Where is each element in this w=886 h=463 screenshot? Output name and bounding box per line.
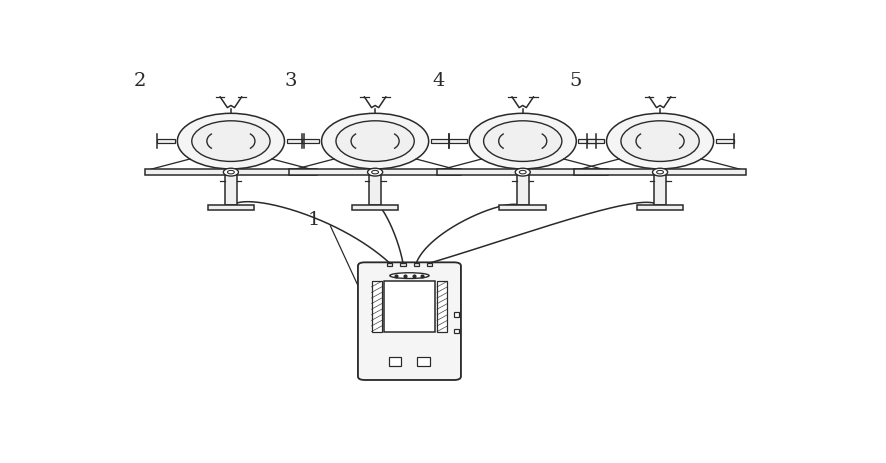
Circle shape bbox=[191, 121, 270, 162]
Bar bbox=[145, 169, 316, 175]
Bar bbox=[158, 139, 175, 143]
Bar bbox=[369, 175, 381, 205]
Text: 3: 3 bbox=[284, 71, 297, 89]
Bar bbox=[400, 263, 406, 266]
Bar bbox=[437, 169, 609, 175]
Circle shape bbox=[336, 121, 415, 162]
Circle shape bbox=[484, 121, 562, 162]
Bar bbox=[517, 175, 529, 205]
Circle shape bbox=[322, 113, 429, 169]
Bar bbox=[427, 263, 432, 266]
Bar bbox=[301, 139, 320, 143]
Circle shape bbox=[607, 113, 713, 169]
Bar bbox=[225, 175, 237, 205]
Bar bbox=[574, 169, 746, 175]
Circle shape bbox=[470, 113, 576, 169]
Text: 2: 2 bbox=[134, 71, 146, 89]
Bar bbox=[637, 205, 683, 210]
Bar bbox=[587, 139, 604, 143]
Bar bbox=[654, 175, 666, 205]
Bar bbox=[454, 312, 460, 317]
Bar bbox=[207, 205, 254, 210]
Ellipse shape bbox=[390, 273, 429, 279]
Bar bbox=[417, 357, 430, 367]
Text: 1: 1 bbox=[307, 211, 320, 229]
Bar bbox=[286, 139, 305, 143]
Text: 4: 4 bbox=[432, 71, 445, 89]
Circle shape bbox=[652, 168, 668, 176]
FancyBboxPatch shape bbox=[358, 263, 461, 380]
Bar bbox=[716, 139, 734, 143]
Bar bbox=[431, 139, 448, 143]
Bar bbox=[579, 139, 596, 143]
Bar bbox=[449, 139, 467, 143]
Circle shape bbox=[621, 121, 699, 162]
Bar bbox=[414, 263, 419, 266]
Bar bbox=[352, 205, 399, 210]
Text: 5: 5 bbox=[570, 71, 582, 89]
Circle shape bbox=[515, 168, 531, 176]
Bar bbox=[454, 329, 460, 333]
Bar bbox=[371, 281, 382, 332]
Bar bbox=[437, 281, 447, 332]
Circle shape bbox=[368, 168, 383, 176]
Bar bbox=[290, 169, 461, 175]
Bar bbox=[389, 357, 401, 367]
Bar bbox=[384, 281, 435, 332]
Circle shape bbox=[223, 168, 238, 176]
Bar bbox=[500, 205, 546, 210]
Bar bbox=[387, 263, 392, 266]
Circle shape bbox=[177, 113, 284, 169]
